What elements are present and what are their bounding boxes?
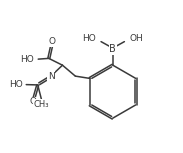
Text: HO: HO [82,34,96,43]
Text: O: O [48,37,55,46]
Text: OH: OH [130,34,144,43]
Text: CH₃: CH₃ [34,99,49,108]
Text: HO: HO [20,55,34,64]
Text: N: N [48,72,55,81]
Text: O: O [30,97,37,106]
Text: B: B [109,44,116,54]
Text: HO: HO [9,80,23,89]
